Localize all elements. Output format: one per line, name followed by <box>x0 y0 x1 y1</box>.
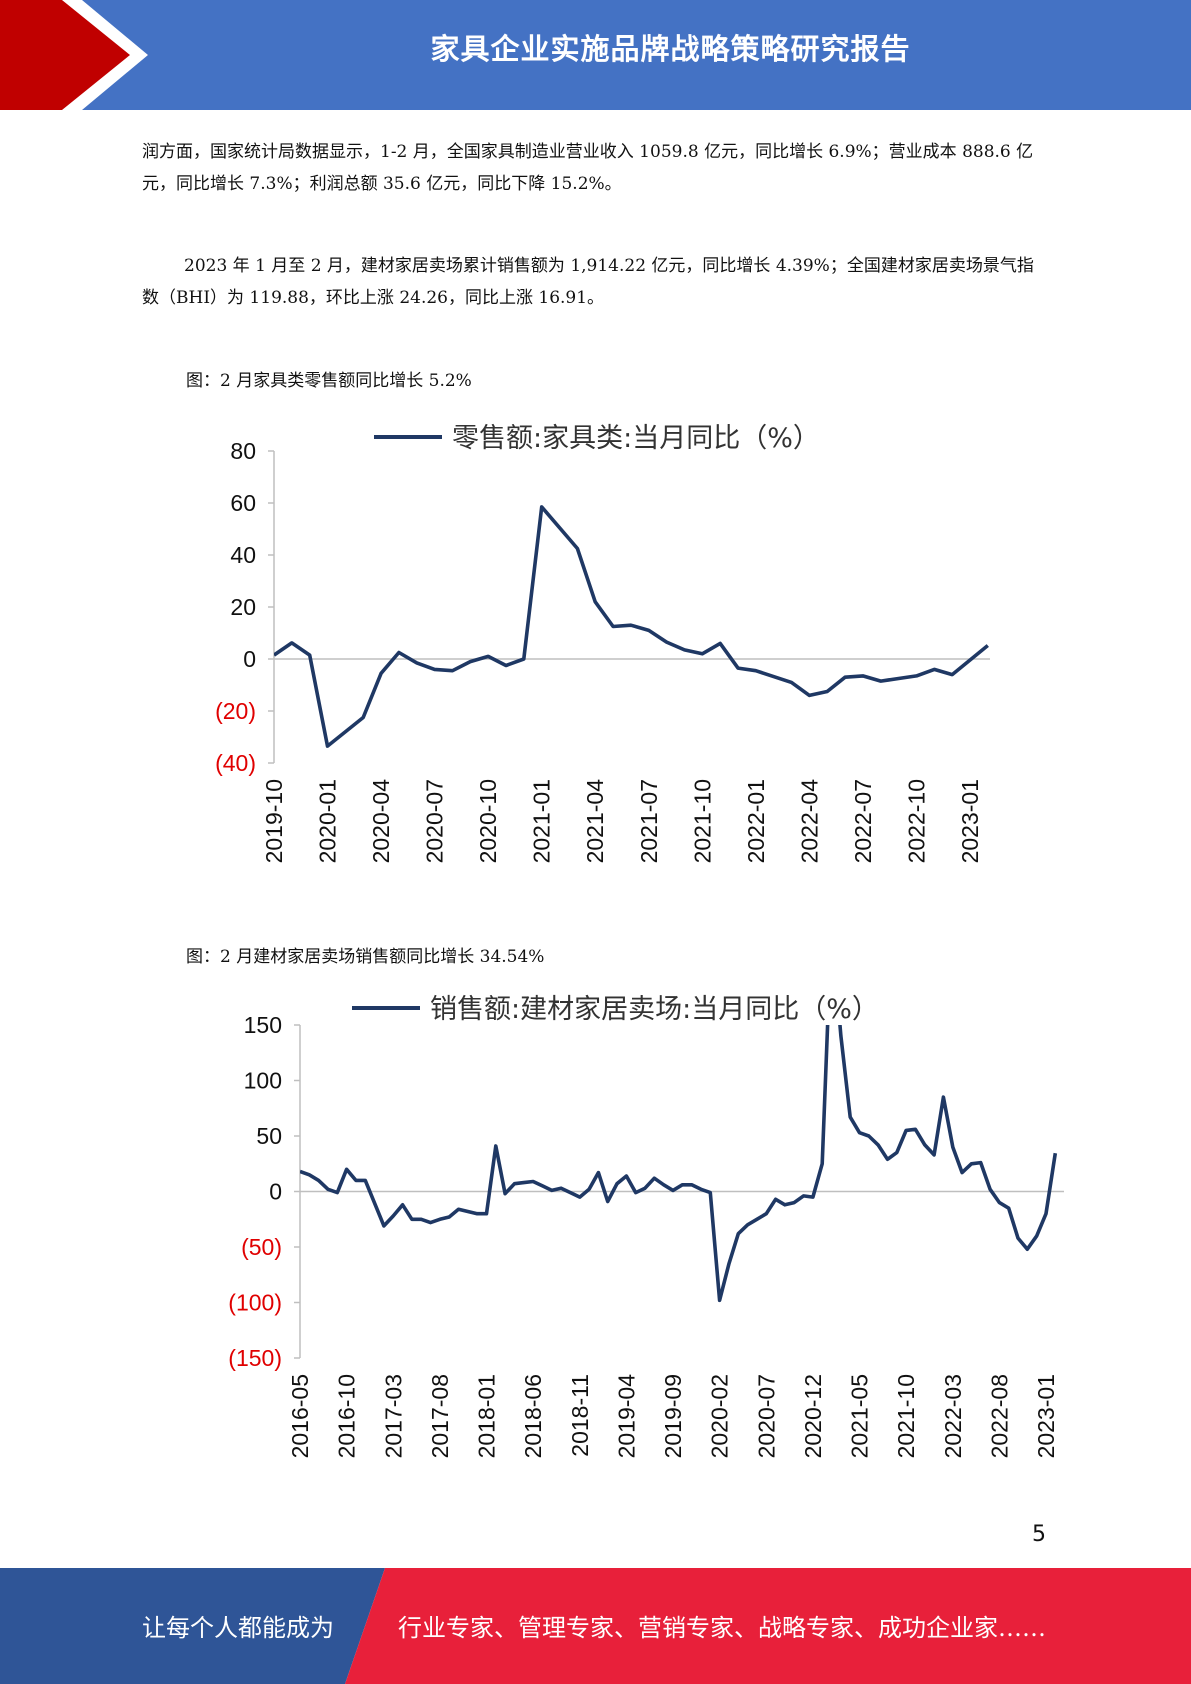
chart2-y-tick-label: 50 <box>256 1123 282 1149</box>
chart2-y-tick-label: 100 <box>244 1068 282 1094</box>
chart2-x-tick-label: 2016-05 <box>287 1374 313 1458</box>
chart1-x-tick-label: 2019-10 <box>261 779 287 863</box>
chart1-x-tick-label: 2021-04 <box>582 779 608 864</box>
chart1-y-tick-label: 60 <box>230 490 256 516</box>
footer-slogan-left: 让每个人都能成为 <box>142 1614 334 1642</box>
chart2-x-tick-label: 2019-04 <box>613 1374 639 1459</box>
chart2-x-tick-label: 2023-01 <box>1033 1374 1059 1458</box>
chart2-x-tick-label: 2018-11 <box>567 1374 593 1457</box>
chart2-x-tick-label: 2020-02 <box>707 1374 733 1458</box>
chart2-y-tick-label: (100) <box>228 1290 282 1316</box>
chart1-x-tick-label: 2022-01 <box>743 779 769 863</box>
chart2-series-line <box>300 1025 1058 1303</box>
chart1-x-tick-label: 2022-07 <box>850 779 876 863</box>
furniture-retail-chart: 零售额:家具类:当月同比（%） 80 60 40 20 0 (20) (40)2019-10 2… <box>215 423 990 864</box>
chart2-x-tick-label: 2019-09 <box>660 1374 686 1458</box>
chart1-legend-label: 零售额:家具类:当月同比（%） <box>452 423 820 454</box>
chart1-x-tick-label: 2020-10 <box>475 779 501 863</box>
chart2-y-tick-label: 0 <box>269 1179 282 1205</box>
chart1-y-tick-label: 80 <box>230 438 256 464</box>
footer-blue-panel <box>0 1568 385 1684</box>
chart2-x-tick-label: 2018-06 <box>520 1374 546 1458</box>
chart1-y-tick-label: 40 <box>230 542 256 568</box>
chart2-x-tick-label: 2021-05 <box>847 1374 873 1458</box>
chart1-y-tick-label: (20) <box>215 698 256 724</box>
paragraph-sales: 2023 年 1 月至 2 月，建材家居卖场累计销售额为 1,914.22 亿元… <box>142 256 1034 308</box>
chart1-x-tick-label: 2020-04 <box>368 779 394 864</box>
footer-red-panel <box>345 1568 1191 1684</box>
document-title: 家具企业实施品牌战略策略研究报告 <box>430 32 911 66</box>
chart1-x-tick-label: 2020-01 <box>315 779 341 863</box>
header-decoration <box>0 0 148 110</box>
chart2-x-tick-label: 2018-01 <box>474 1374 500 1458</box>
chart1-x-tick-label: 2023-01 <box>957 779 983 863</box>
chart1-series-line <box>274 505 989 748</box>
chart2-y-tick-label: (50) <box>241 1234 282 1260</box>
chart1-x-tick-label: 2022-04 <box>796 779 822 864</box>
chart2-x-tick-label: 2022-08 <box>986 1374 1012 1458</box>
chart2-x-tick-label: 2016-10 <box>334 1374 360 1458</box>
chart2-legend-label: 销售额:建材家居卖场:当月同比（%） <box>430 994 879 1025</box>
figure1-caption: 图：2 月家具类零售额同比增长 5.2% <box>186 371 472 391</box>
chart2-y-tick-label: 150 <box>244 1012 282 1038</box>
header-red-arrow <box>0 0 148 110</box>
page-header: 家具企业实施品牌战略策略研究报告 <box>0 0 1191 110</box>
footer-slogan-right: 行业专家、管理专家、营销专家、战略专家、成功企业家…… <box>398 1614 1046 1642</box>
chart1-x-tick-label: 2021-01 <box>529 779 555 863</box>
chart2-x-tick-label: 2017-03 <box>380 1374 406 1458</box>
figure2-caption: 图：2 月建材家居卖场销售额同比增长 34.54% <box>186 947 545 967</box>
chart1-y-tick-label: (40) <box>215 750 256 776</box>
chart1-x-tick-label: 2021-10 <box>689 779 715 863</box>
header-white-chevron <box>62 0 148 110</box>
chart2-x-tick-label: 2021-10 <box>893 1374 919 1458</box>
chart2-x-tick-label: 2020-12 <box>800 1374 826 1458</box>
footer-background <box>0 1568 1191 1684</box>
page-number: 5 <box>1032 1522 1046 1547</box>
building-materials-sales-chart: 销售额:建材家居卖场:当月同比（%） 150 100 50 0 (50) (100) (150… <box>228 994 1064 1459</box>
chart1-y-tick-label: 0 <box>243 646 256 672</box>
chart1-y-tick-label: 20 <box>230 594 256 620</box>
chart2-x-tick-label: 2022-03 <box>940 1374 966 1458</box>
chart2-x-tick-label: 2017-08 <box>427 1374 453 1458</box>
chart1-x-tick-label: 2022-10 <box>903 779 929 863</box>
chart2-y-tick-label: (150) <box>228 1345 282 1371</box>
chart1-x-tick-label: 2021-07 <box>636 779 662 863</box>
chart2-x-tick-label: 2020-07 <box>753 1374 779 1458</box>
chart1-x-tick-label: 2020-07 <box>422 779 448 863</box>
paragraph-profit: 润方面，国家统计局数据显示，1-2 月，全国家具制造业营业收入 1059.8 亿… <box>142 142 1034 194</box>
page-footer: 让每个人都能成为 行业专家、管理专家、营销专家、战略专家、成功企业家…… <box>0 1568 1191 1684</box>
